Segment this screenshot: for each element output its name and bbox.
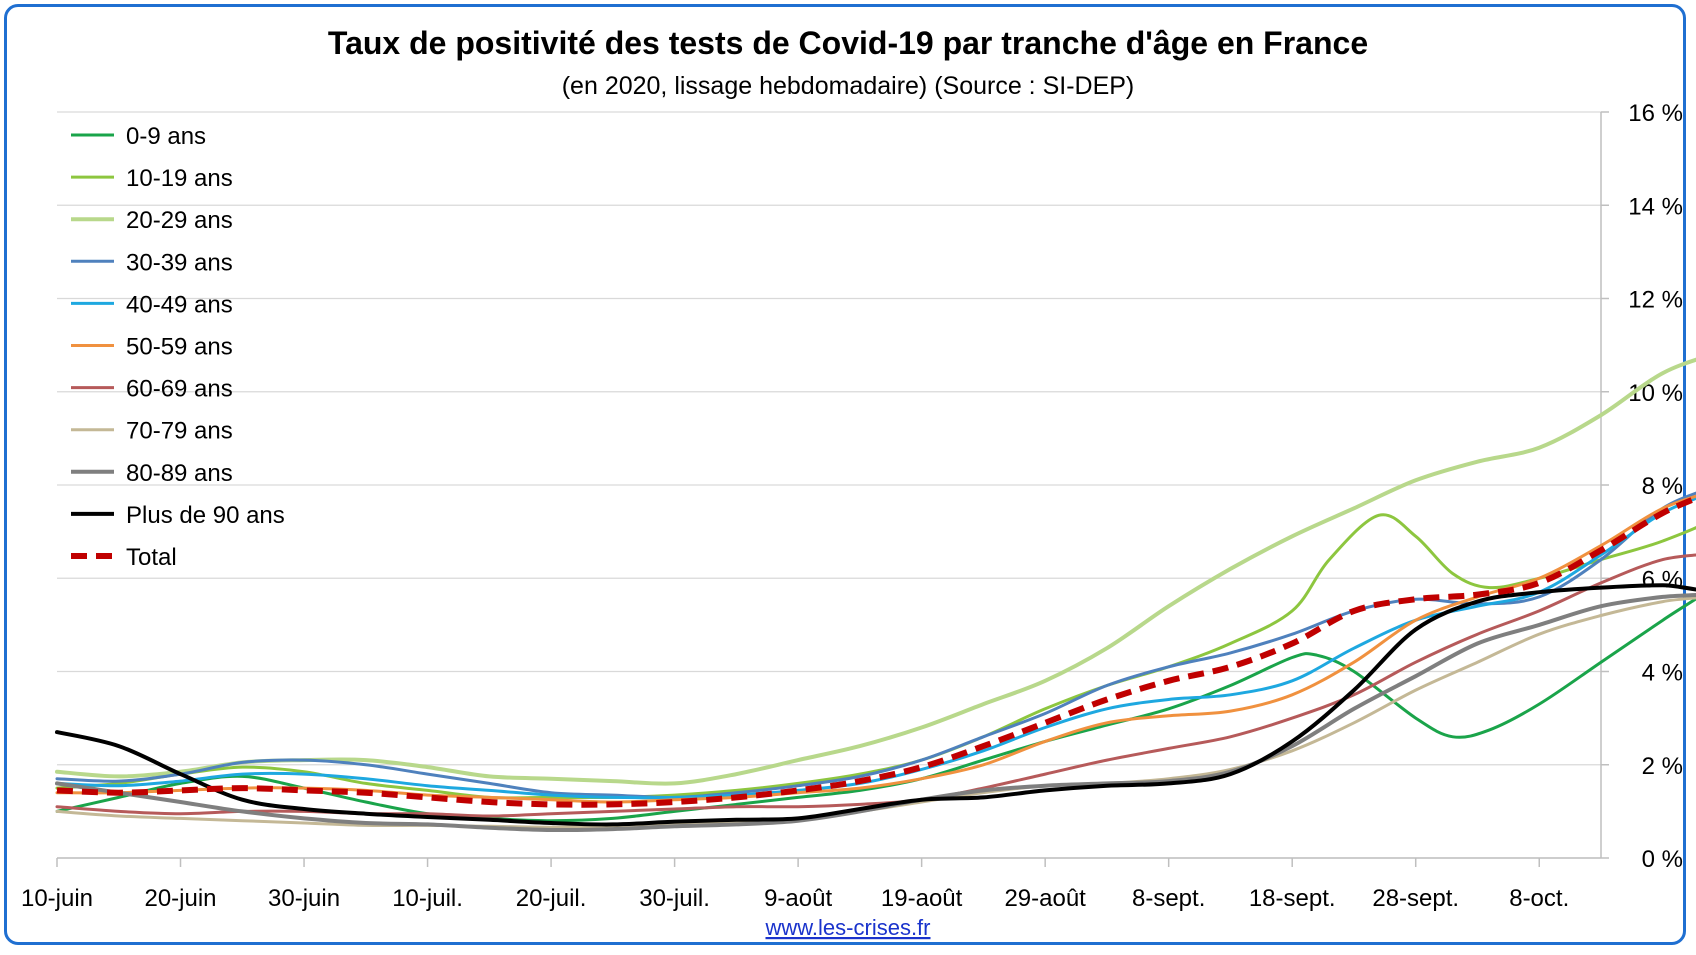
x-tick-label: 9-août <box>764 885 832 912</box>
x-tick-label: 30-juin <box>268 885 340 912</box>
x-tick-label: 8-oct. <box>1509 885 1569 912</box>
grid-lines <box>57 111 1601 859</box>
legend-label: 0-9 ans <box>126 123 206 150</box>
y-tick-label: 8 % <box>1642 473 1683 500</box>
x-tick-label: 30-juil. <box>639 885 710 912</box>
legend-label: 50-59 ans <box>126 334 233 361</box>
y-tick-label: 2 % <box>1642 753 1683 780</box>
y-tick-label: 6 % <box>1642 566 1683 593</box>
legend-label: 30-39 ans <box>126 249 233 276</box>
legend-label: Plus de 90 ans <box>126 502 285 529</box>
x-tick-label: 20-juil. <box>516 885 587 912</box>
legend-label: 60-69 ans <box>126 376 233 403</box>
y-tick-label: 4 % <box>1642 660 1683 687</box>
legend: 0-9 ans 10-19 ans 20-29 ans 30-39 ans 40-49 … <box>71 123 285 571</box>
legend-label: 70-79 ans <box>126 418 233 445</box>
series-line-total <box>56 495 1696 808</box>
x-tick-label: 28-sept. <box>1372 885 1459 912</box>
x-tick-label: 29-août <box>1004 885 1086 912</box>
x-tick-label: 18-sept. <box>1249 885 1336 912</box>
x-tick-labels: 10-juin 20-juin 30-juin 10-juil. 20-juil. 30-… <box>21 858 1569 912</box>
series-line-20-29-ans <box>55 357 1696 786</box>
series-line-0-9-ans <box>55 597 1696 823</box>
x-tick-label: 8-sept. <box>1132 885 1205 912</box>
y-tick-label: 14 % <box>1628 193 1683 220</box>
series-line-30-39-ans <box>55 491 1696 799</box>
x-tick-label: 19-août <box>881 885 963 912</box>
y-tick-label: 0 % <box>1642 846 1683 873</box>
chart-subtitle: (en 2020, lissage hebdomadaire) (Source … <box>562 72 1135 100</box>
x-tick-label: 10-juil. <box>392 885 463 912</box>
series-line-plus-de-90-ans <box>55 583 1696 827</box>
legend-label: Total <box>126 544 177 571</box>
y-tick-labels: 0 % 2 % 4 % 6 % 8 % 10 % 12 % 14 % 16 % <box>1601 100 1683 873</box>
x-tick-label: 20-juin <box>144 885 216 912</box>
chart-title: Taux de positivité des tests de Covid-19… <box>328 25 1368 61</box>
source-link[interactable]: www.les-crises.fr <box>764 915 930 940</box>
series-lines <box>55 357 1696 833</box>
legend-label: 80-89 ans <box>126 460 233 487</box>
y-tick-label: 10 % <box>1628 380 1683 407</box>
legend-label: 40-49 ans <box>126 291 233 318</box>
y-tick-label: 16 % <box>1628 100 1683 127</box>
series-line-60-69-ans <box>55 553 1696 818</box>
series-line-40-49-ans <box>55 496 1696 800</box>
series-line-50-59-ans <box>55 494 1696 804</box>
y-tick-label: 12 % <box>1628 287 1683 314</box>
legend-label: 20-29 ans <box>126 207 233 234</box>
legend-label: 10-19 ans <box>126 165 233 192</box>
series-line-80-89-ans <box>55 593 1696 833</box>
x-tick-label: 10-juin <box>21 885 93 912</box>
